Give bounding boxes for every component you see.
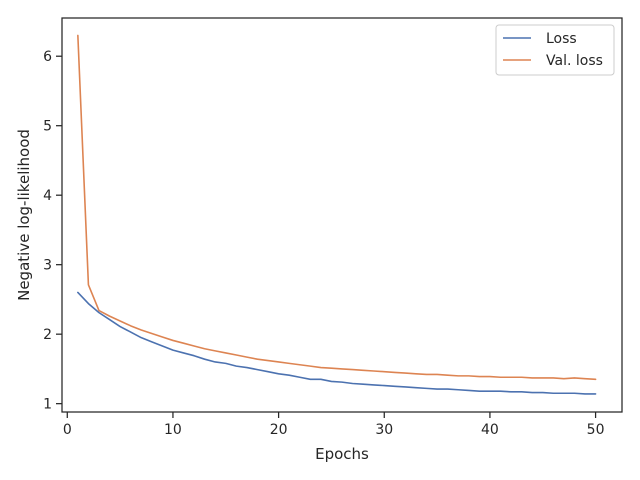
y-tick-label: 3 bbox=[43, 258, 52, 274]
x-tick-label: 20 bbox=[270, 422, 288, 438]
y-tick-label: 2 bbox=[43, 327, 52, 343]
y-axis-label: Negative log-likelihood bbox=[15, 129, 33, 301]
series-layer bbox=[77, 34, 597, 395]
series-line-val-loss bbox=[77, 34, 597, 381]
y-tick-label: 5 bbox=[43, 119, 52, 135]
legend-label-loss: Loss bbox=[546, 31, 577, 47]
plot-frame bbox=[61, 17, 623, 413]
x-axis-label: Epochs bbox=[315, 445, 369, 463]
y-axis-ticks: 1 2 3 4 5 6 bbox=[43, 49, 62, 413]
x-tick-label: 10 bbox=[164, 422, 182, 438]
y-tick-label: 4 bbox=[43, 188, 52, 204]
y-tick-label: 6 bbox=[43, 49, 52, 65]
legend: Loss Val. loss bbox=[495, 24, 615, 76]
x-tick-label: 50 bbox=[587, 422, 605, 438]
y-tick-label: 1 bbox=[43, 397, 52, 413]
x-tick-label: 40 bbox=[481, 422, 499, 438]
series-line-loss bbox=[77, 291, 597, 395]
x-tick-label: 30 bbox=[375, 422, 393, 438]
x-axis-ticks: 0 10 20 30 40 50 bbox=[63, 412, 605, 438]
x-tick-label: 0 bbox=[63, 422, 72, 438]
legend-label-val-loss: Val. loss bbox=[546, 53, 603, 69]
